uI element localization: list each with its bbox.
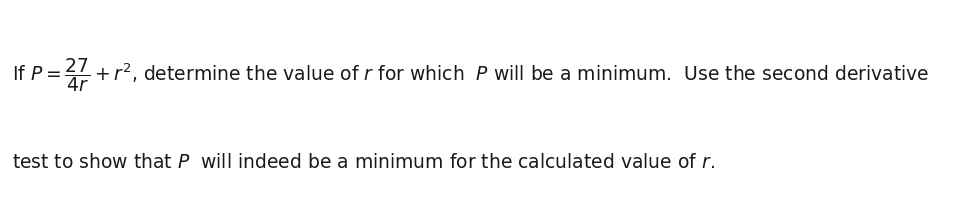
Text: If $P=\dfrac{27}{4r}+r^2$, determine the value of $r$ for which  $P$ will be a m: If $P=\dfrac{27}{4r}+r^2$, determine the… xyxy=(12,56,930,94)
Text: test to show that $P$  will indeed be a minimum for the calculated value of $r$.: test to show that $P$ will indeed be a m… xyxy=(12,153,716,172)
